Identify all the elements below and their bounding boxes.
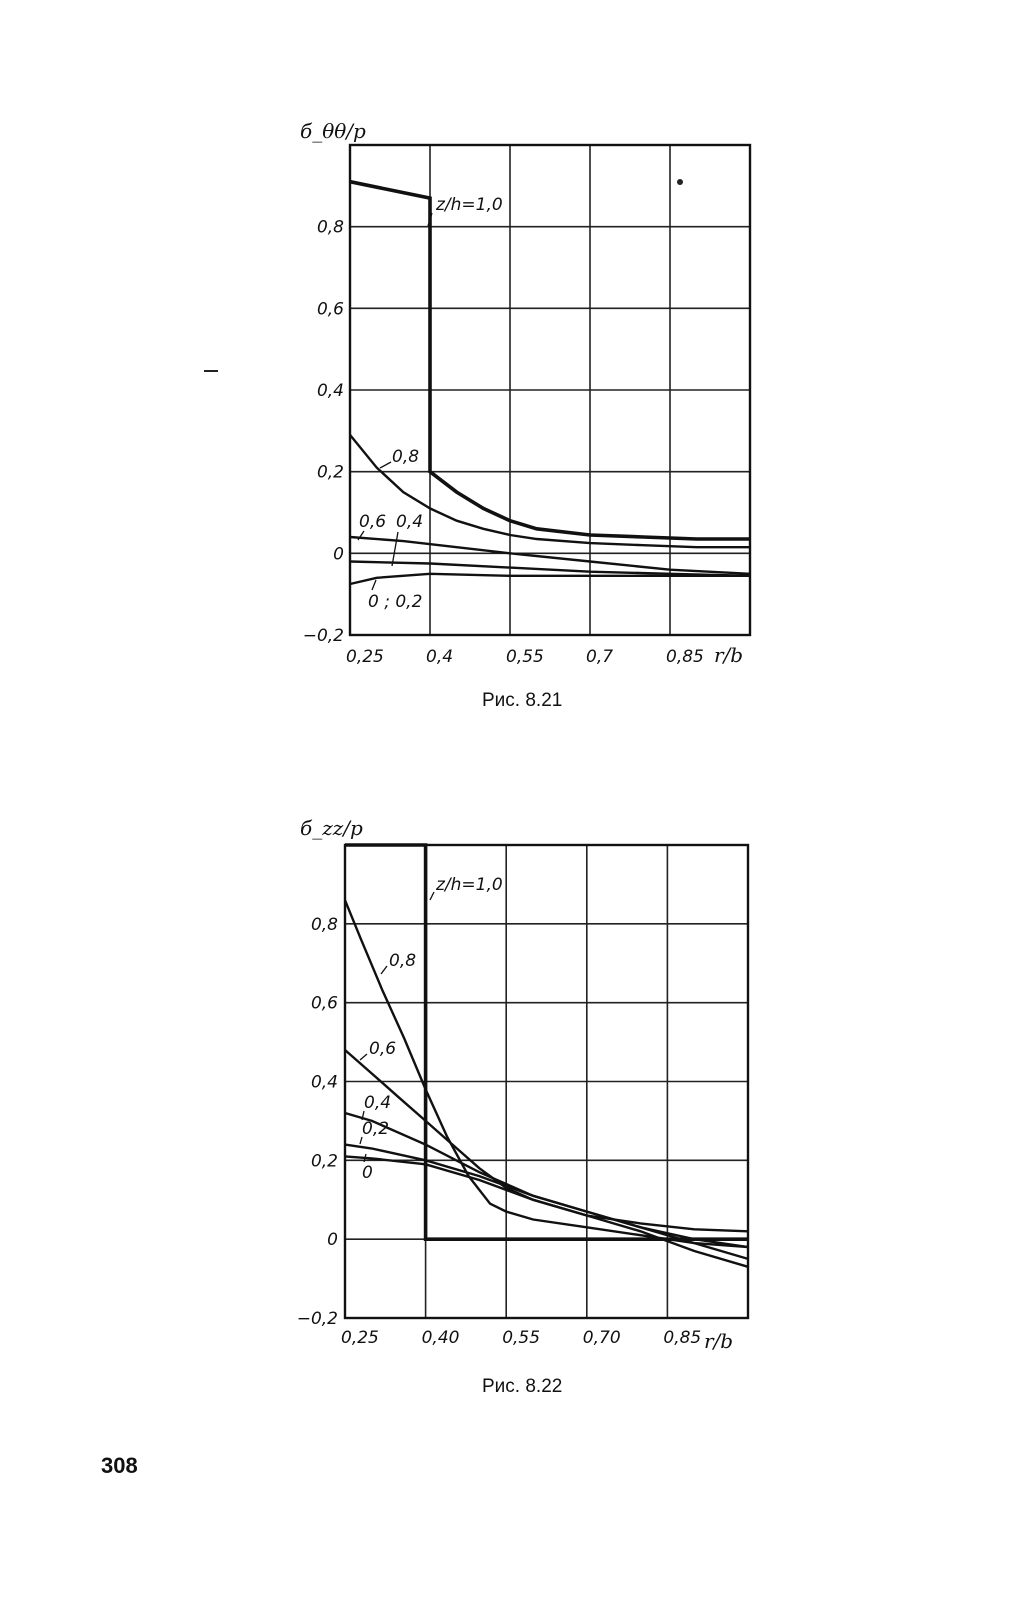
curve-label: 0,4: [364, 1093, 391, 1113]
plot-frame: [348, 143, 752, 637]
series-line-5: [349, 572, 750, 586]
y-tick-label: −0,2: [297, 1309, 338, 1329]
y-tick-label: 0: [327, 1230, 338, 1250]
x-tick-label: 0,40: [422, 1328, 460, 1348]
curve-label: 0,8: [392, 447, 419, 467]
series-line-4: [349, 560, 751, 577]
curve-label-leader: [379, 461, 392, 469]
curve-label-leader: [391, 531, 399, 567]
x-tick-label: 0,85: [666, 647, 704, 667]
series-line-1: [349, 179, 750, 541]
curve-label: 0,6: [359, 512, 386, 532]
chart-2: 0,25 0,40 0,55 0,70 0,85 r/b0,80,60,40,20−0,2…: [297, 816, 750, 1353]
y-tick-label: 0,2: [311, 1151, 338, 1171]
curve-label-leader: [363, 1153, 367, 1163]
series-line-6: [344, 1155, 749, 1268]
curve-label: 0,6: [369, 1039, 396, 1059]
curve-label: 0,2: [362, 1119, 389, 1139]
curve-label-leader: [429, 891, 435, 901]
curve-label-leader: [361, 1110, 365, 1121]
series-line-2: [349, 434, 750, 549]
x-tick-label: 0,7: [586, 647, 613, 667]
x-axis-label: r/b: [714, 643, 743, 667]
chart-1: 0,25 0,4 0,55 0,7 0,85 r/b 0,8 0,6 0,4 0,2 0 −0,2 б_…: [300, 119, 752, 667]
series-line-1: [345, 843, 748, 1241]
y-axis-label: б_θθ/p: [300, 119, 366, 143]
y-tick-label: 0,8: [311, 915, 338, 935]
x-tick-label: 0,55: [506, 647, 544, 667]
curve-label-leader: [359, 1053, 368, 1061]
figure-caption-8-22: Рис. 8.22: [482, 1376, 563, 1397]
scan-dot: [677, 179, 683, 185]
x-tick-label: 0,55: [502, 1328, 540, 1348]
y-tick-label: 0,8: [317, 218, 344, 238]
series-line-2: [343, 899, 749, 1249]
curve-label-leader: [380, 965, 388, 975]
figure-caption-8-21: Рис. 8.21: [482, 690, 563, 711]
curve-label: 0,8: [389, 951, 416, 971]
curve-label-leader: [359, 1136, 363, 1145]
y-tick-label: 0,6: [317, 299, 344, 319]
curve-label-leader: [427, 212, 433, 227]
series-line-4: [344, 1111, 749, 1249]
curve-label: 0: [362, 1163, 373, 1183]
x-tick-label: 0,25: [341, 1328, 379, 1348]
y-tick-label: −0,2: [303, 626, 344, 646]
x-tick-label: 0,25: [346, 647, 384, 667]
curve-label: 0,4: [396, 512, 423, 532]
series-line-3: [349, 535, 751, 575]
y-axis-label: б_zz/p: [300, 816, 363, 840]
x-tick-label: 0,4: [426, 647, 453, 667]
curve-label: z/h=1,0: [435, 195, 503, 215]
y-tick-label: 0: [333, 544, 344, 564]
y-tick-label: 0,4: [317, 381, 344, 401]
x-axis-label: r/b: [704, 1329, 733, 1353]
plot-frame: [343, 843, 750, 1320]
page-number: 308: [101, 1453, 138, 1478]
x-tick-label: 0,85: [663, 1328, 701, 1348]
series-line-5: [344, 1143, 749, 1261]
y-tick-label: 0,2: [317, 463, 344, 483]
curve-label: 0 ; 0,2: [368, 592, 422, 612]
x-tick-label: 0,70: [583, 1328, 621, 1348]
curve-label: z/h=1,0: [435, 875, 503, 895]
curve-label-leader: [357, 530, 365, 541]
y-tick-label: 0,4: [311, 1073, 338, 1093]
y-tick-label: 0,6: [311, 994, 338, 1014]
curve-label-leader: [371, 579, 377, 591]
